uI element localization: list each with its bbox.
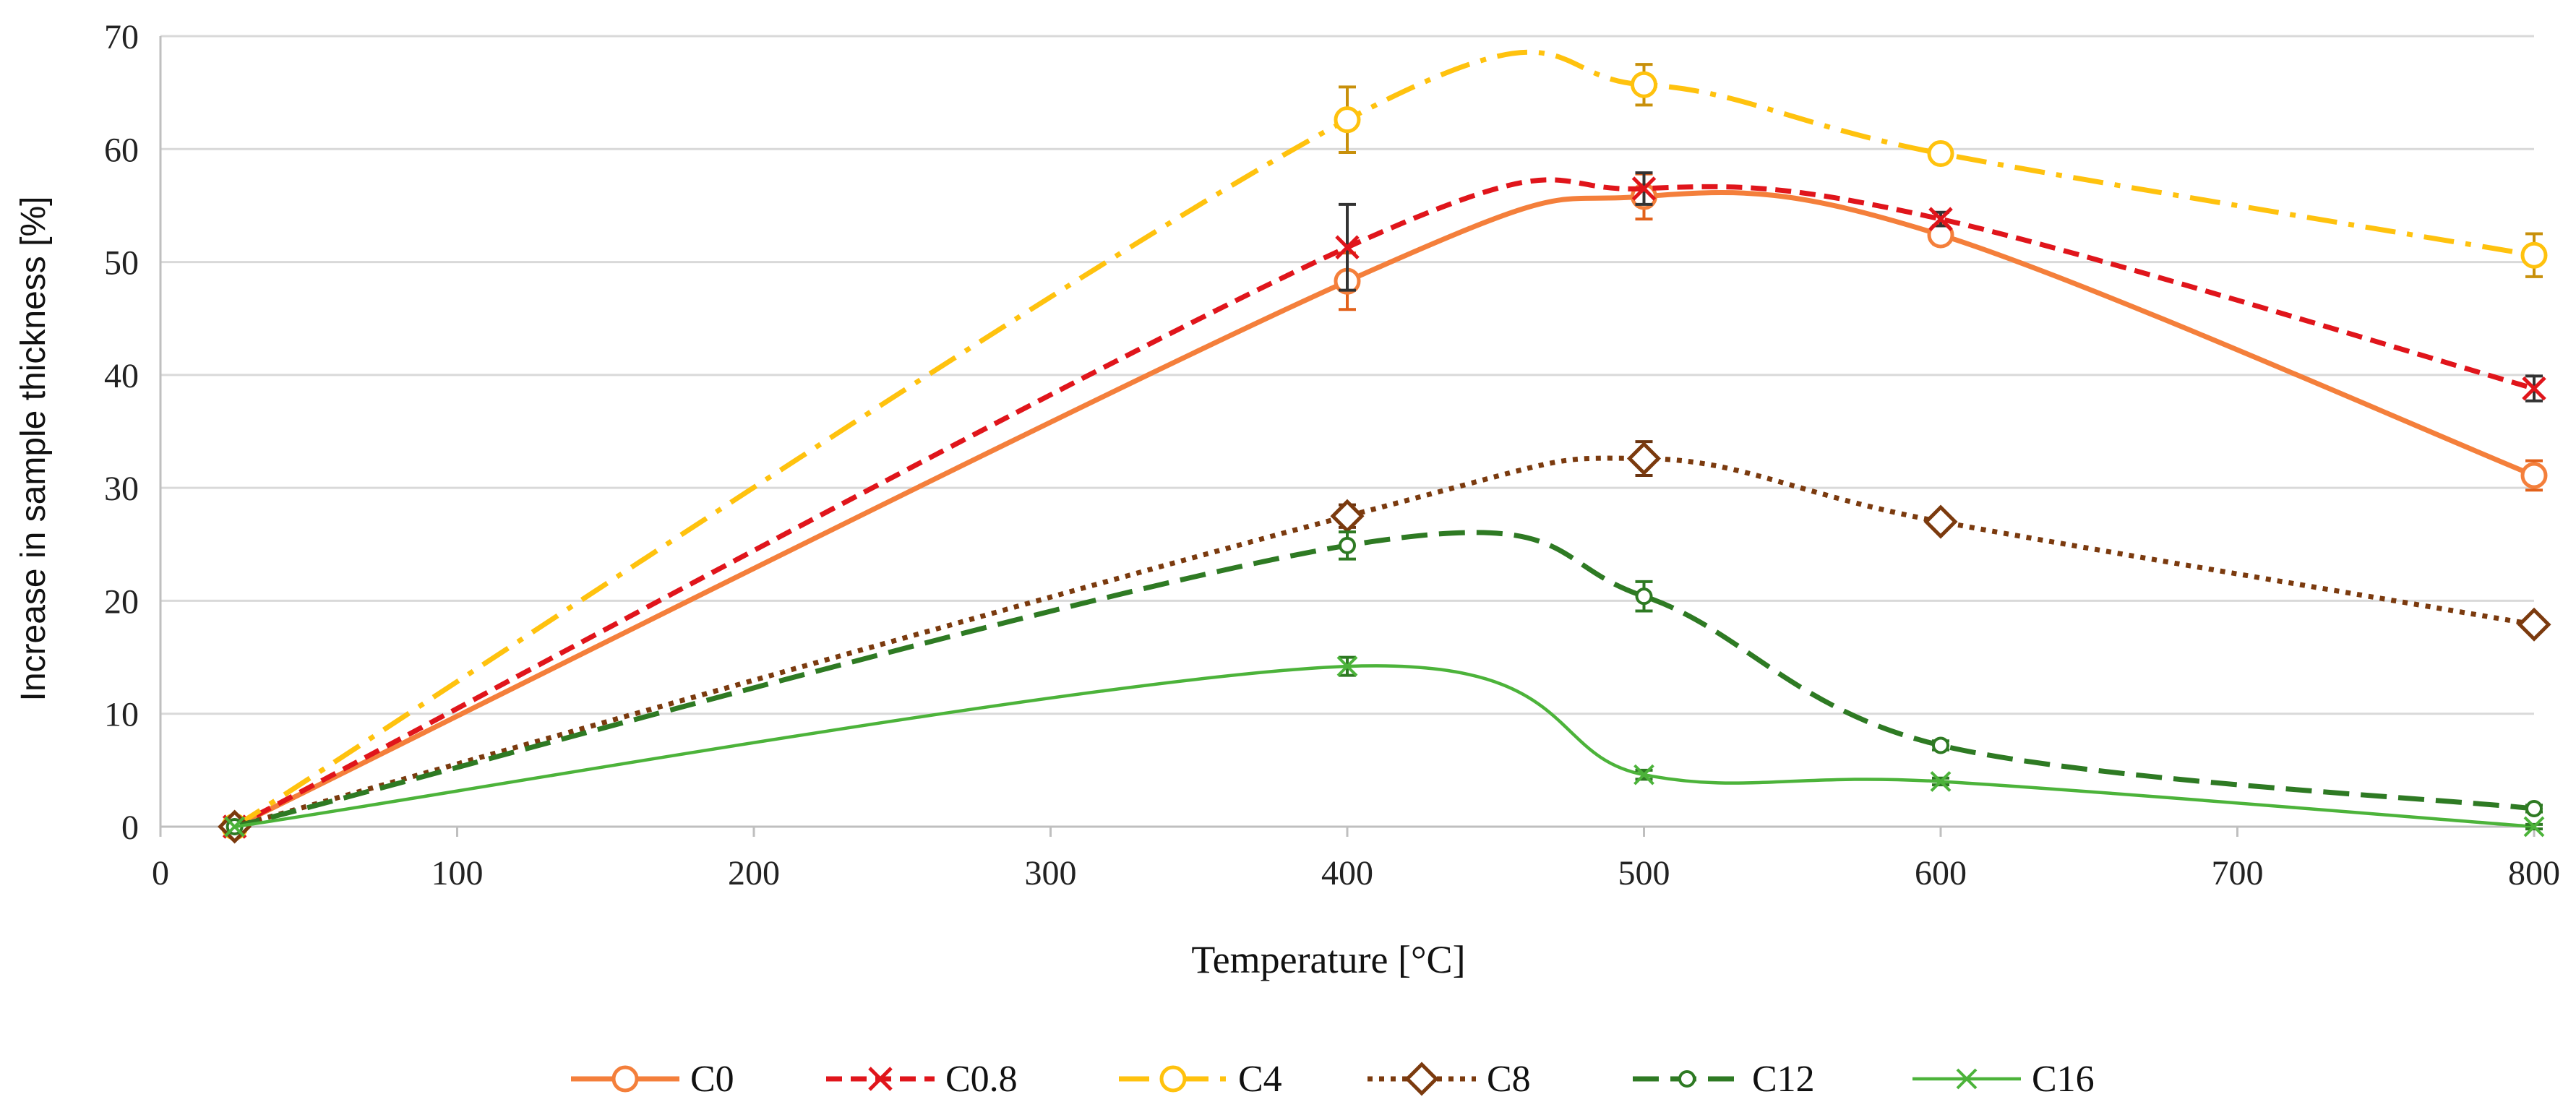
series-line-C4 <box>233 49 2535 829</box>
y-tick-label: 10 <box>104 696 139 734</box>
legend-item-C16: C16 <box>1912 1059 2095 1100</box>
data-point-C0-800 <box>2520 462 2548 489</box>
legend-item-C8: C8 <box>1368 1059 1531 1100</box>
data-point-C0.8-400 <box>1335 235 1360 260</box>
data-point-C4-500 <box>1631 71 1657 98</box>
legend-item-C0: C0 <box>571 1059 734 1100</box>
data-point-C8-600 <box>1923 504 1958 539</box>
legend-label: C8 <box>1487 1059 1531 1100</box>
data-point-C16-500 <box>1633 764 1654 785</box>
series-layer <box>218 49 2551 844</box>
series-C4 <box>221 49 2548 840</box>
data-point-C0.8-600 <box>1928 207 1953 231</box>
y-tick-label: 70 <box>104 18 139 56</box>
x-tick-label: 200 <box>728 854 780 892</box>
x-tick-label: 0 <box>152 854 169 892</box>
x-tick-label: 300 <box>1025 854 1077 892</box>
data-point-C12-500 <box>1635 587 1653 606</box>
data-point-C0.8-800 <box>2522 376 2546 401</box>
legend-marker <box>1159 1065 1187 1093</box>
legend-item-C0.8: C0.8 <box>826 1059 1018 1100</box>
legend-marker <box>611 1065 639 1093</box>
data-point-C16-800 <box>2523 816 2545 838</box>
data-point-C8-400 <box>1330 499 1365 533</box>
data-point-C12-600 <box>1932 736 1949 754</box>
legend-item-C4: C4 <box>1119 1059 1282 1100</box>
x-tick-label: 800 <box>2508 854 2560 892</box>
legend-label: C0 <box>690 1059 734 1100</box>
series-line-C16 <box>234 664 2535 829</box>
legend-item-C12: C12 <box>1633 1059 1815 1100</box>
data-point-C12-800 <box>2525 799 2543 817</box>
legend-marker <box>1956 1068 1978 1090</box>
legend-label: C16 <box>2032 1059 2095 1100</box>
series-C0 <box>221 172 2548 840</box>
data-point-C16-400 <box>1336 655 1358 677</box>
series-line-C8 <box>233 455 2535 830</box>
series-line-C0.8 <box>233 177 2535 830</box>
data-point-C16-25 <box>224 816 246 838</box>
data-point-C4-600 <box>1927 140 1954 168</box>
data-point-C0.8-500 <box>1631 176 1657 201</box>
axes <box>159 36 2536 837</box>
y-tick-label: 20 <box>104 582 139 621</box>
y-tick-label: 60 <box>104 131 139 169</box>
x-axis-title: Temperature [°C] <box>1191 938 1465 981</box>
series-C12 <box>226 530 2543 835</box>
y-tick-label: 40 <box>104 357 139 395</box>
data-point-C12-400 <box>1339 536 1356 554</box>
legend: C0 C0.8 C4 C8 C12 C16 <box>571 1059 2095 1100</box>
x-tick-label: 600 <box>1915 854 1967 892</box>
data-point-C8-500 <box>1626 441 1662 476</box>
y-axis-title: Increase in sample thickness [%] <box>14 197 53 702</box>
x-tick-label: 700 <box>2212 854 2264 892</box>
series-line-C12 <box>233 530 2535 830</box>
series-line-C0 <box>233 190 2536 830</box>
legend-marker <box>1678 1070 1696 1088</box>
y-tick-label: 0 <box>121 809 139 847</box>
legend-marker <box>868 1067 893 1091</box>
series-C16 <box>224 655 2545 838</box>
data-point-C16-600 <box>1930 771 1952 792</box>
data-point-C8-800 <box>2517 607 2551 642</box>
x-tick-label: 400 <box>1321 854 1373 892</box>
y-tick-label: 30 <box>104 470 139 508</box>
x-tick-label: 100 <box>432 854 484 892</box>
legend-label: C4 <box>1238 1059 1282 1100</box>
legend-marker <box>1404 1062 1439 1096</box>
legend-label: C12 <box>1752 1059 1815 1100</box>
data-point-C4-400 <box>1334 106 1361 134</box>
series-C8 <box>218 440 2551 844</box>
x-tick-label: 500 <box>1618 854 1670 892</box>
y-tick-label: 50 <box>104 244 139 283</box>
data-point-C4-800 <box>2520 241 2548 269</box>
legend-label: C0.8 <box>945 1059 1018 1100</box>
